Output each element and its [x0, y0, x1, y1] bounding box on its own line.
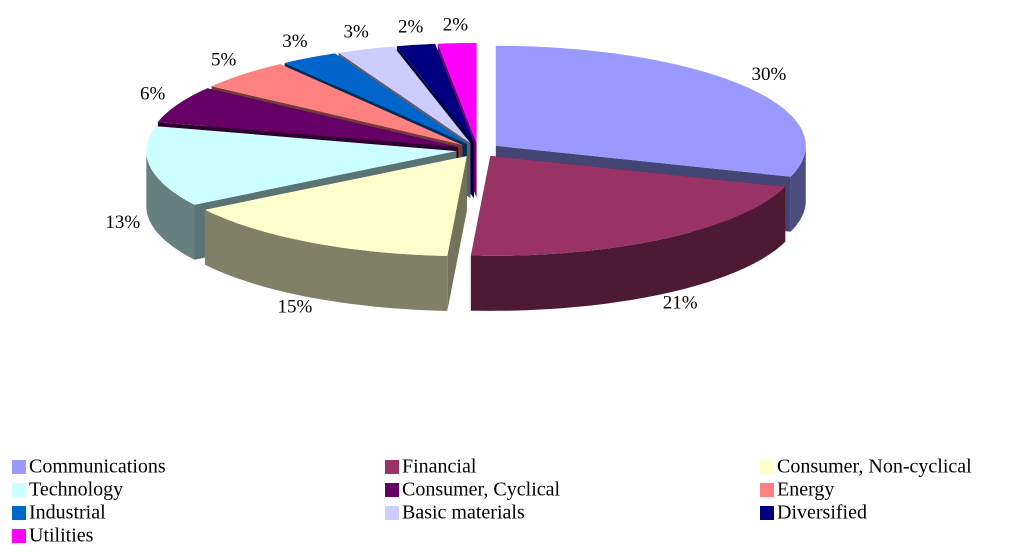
legend-label: Energy	[777, 479, 834, 501]
legend-swatch	[12, 483, 26, 497]
legend-label: Consumer, Non-cyclical	[777, 456, 972, 478]
data-label: 6%	[140, 83, 166, 104]
slice-top	[205, 156, 467, 256]
data-label: 13%	[105, 212, 140, 233]
legend-label: Consumer, Cyclical	[402, 479, 561, 501]
slice-top	[211, 64, 463, 145]
slice-top	[470, 155, 786, 256]
slice-top	[437, 42, 477, 143]
legend-swatch	[385, 460, 399, 474]
slice-top	[338, 46, 471, 144]
legend-label: Utilities	[29, 525, 94, 547]
slice-wall	[146, 151, 195, 260]
data-label: 2%	[443, 15, 469, 36]
pie-slice	[470, 155, 786, 311]
legend-label: Industrial	[29, 502, 106, 524]
legend-swatch	[12, 460, 26, 474]
slice-top	[146, 126, 457, 205]
slice-top	[396, 43, 474, 143]
legend-swatch	[760, 483, 774, 497]
data-label: 30%	[752, 64, 787, 85]
legend-swatch	[12, 506, 26, 520]
legend-label: Basic materials	[402, 502, 525, 524]
slice-wall	[790, 145, 806, 232]
legend-label: Financial	[402, 456, 477, 478]
legend-swatch	[760, 460, 774, 474]
slice-wall	[205, 209, 448, 311]
pie-slice	[205, 156, 467, 311]
slice-top	[157, 88, 459, 147]
slice-top	[284, 53, 467, 144]
legend-swatch	[385, 506, 399, 520]
legend-swatch	[760, 506, 774, 520]
legend-swatch	[12, 529, 26, 543]
data-label: 15%	[278, 297, 313, 318]
data-label: 3%	[344, 21, 370, 42]
data-label: 2%	[398, 16, 424, 37]
slice-wall	[470, 186, 786, 311]
data-label: 5%	[211, 50, 237, 71]
data-label: 21%	[663, 293, 698, 314]
slice-top	[495, 45, 806, 177]
legend-swatch	[385, 483, 399, 497]
legend-label: Diversified	[777, 502, 867, 524]
legend-label: Technology	[29, 479, 123, 501]
data-label: 3%	[282, 31, 308, 52]
legend-label: Communications	[29, 456, 166, 478]
